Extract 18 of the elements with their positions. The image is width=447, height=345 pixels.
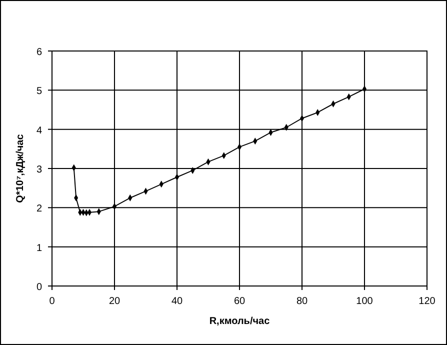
- y-tick-label: 1: [36, 242, 42, 254]
- x-tick-label: 0: [49, 296, 56, 307]
- x-tick-label: 20: [108, 296, 120, 307]
- x-tick-label: 120: [418, 296, 436, 307]
- y-tick-label: 3: [36, 164, 42, 176]
- y-tick-label: 6: [36, 47, 42, 58]
- point: [362, 86, 367, 92]
- x-tick-label: 100: [356, 296, 374, 307]
- y-tick-label: 2: [36, 204, 42, 215]
- x-tick-label: 60: [234, 296, 246, 307]
- x-axis-title: R,кмоль/час: [209, 316, 270, 327]
- y-axis-title: Q*10⁷,кДж/час: [15, 134, 26, 203]
- x-tick-label: 80: [296, 296, 308, 307]
- y-tick-label: 0: [36, 282, 42, 293]
- point: [112, 203, 117, 210]
- y-tick-label: 5: [36, 86, 42, 98]
- x-tick-label: 40: [171, 296, 183, 307]
- y-tick-label: 4: [36, 125, 42, 136]
